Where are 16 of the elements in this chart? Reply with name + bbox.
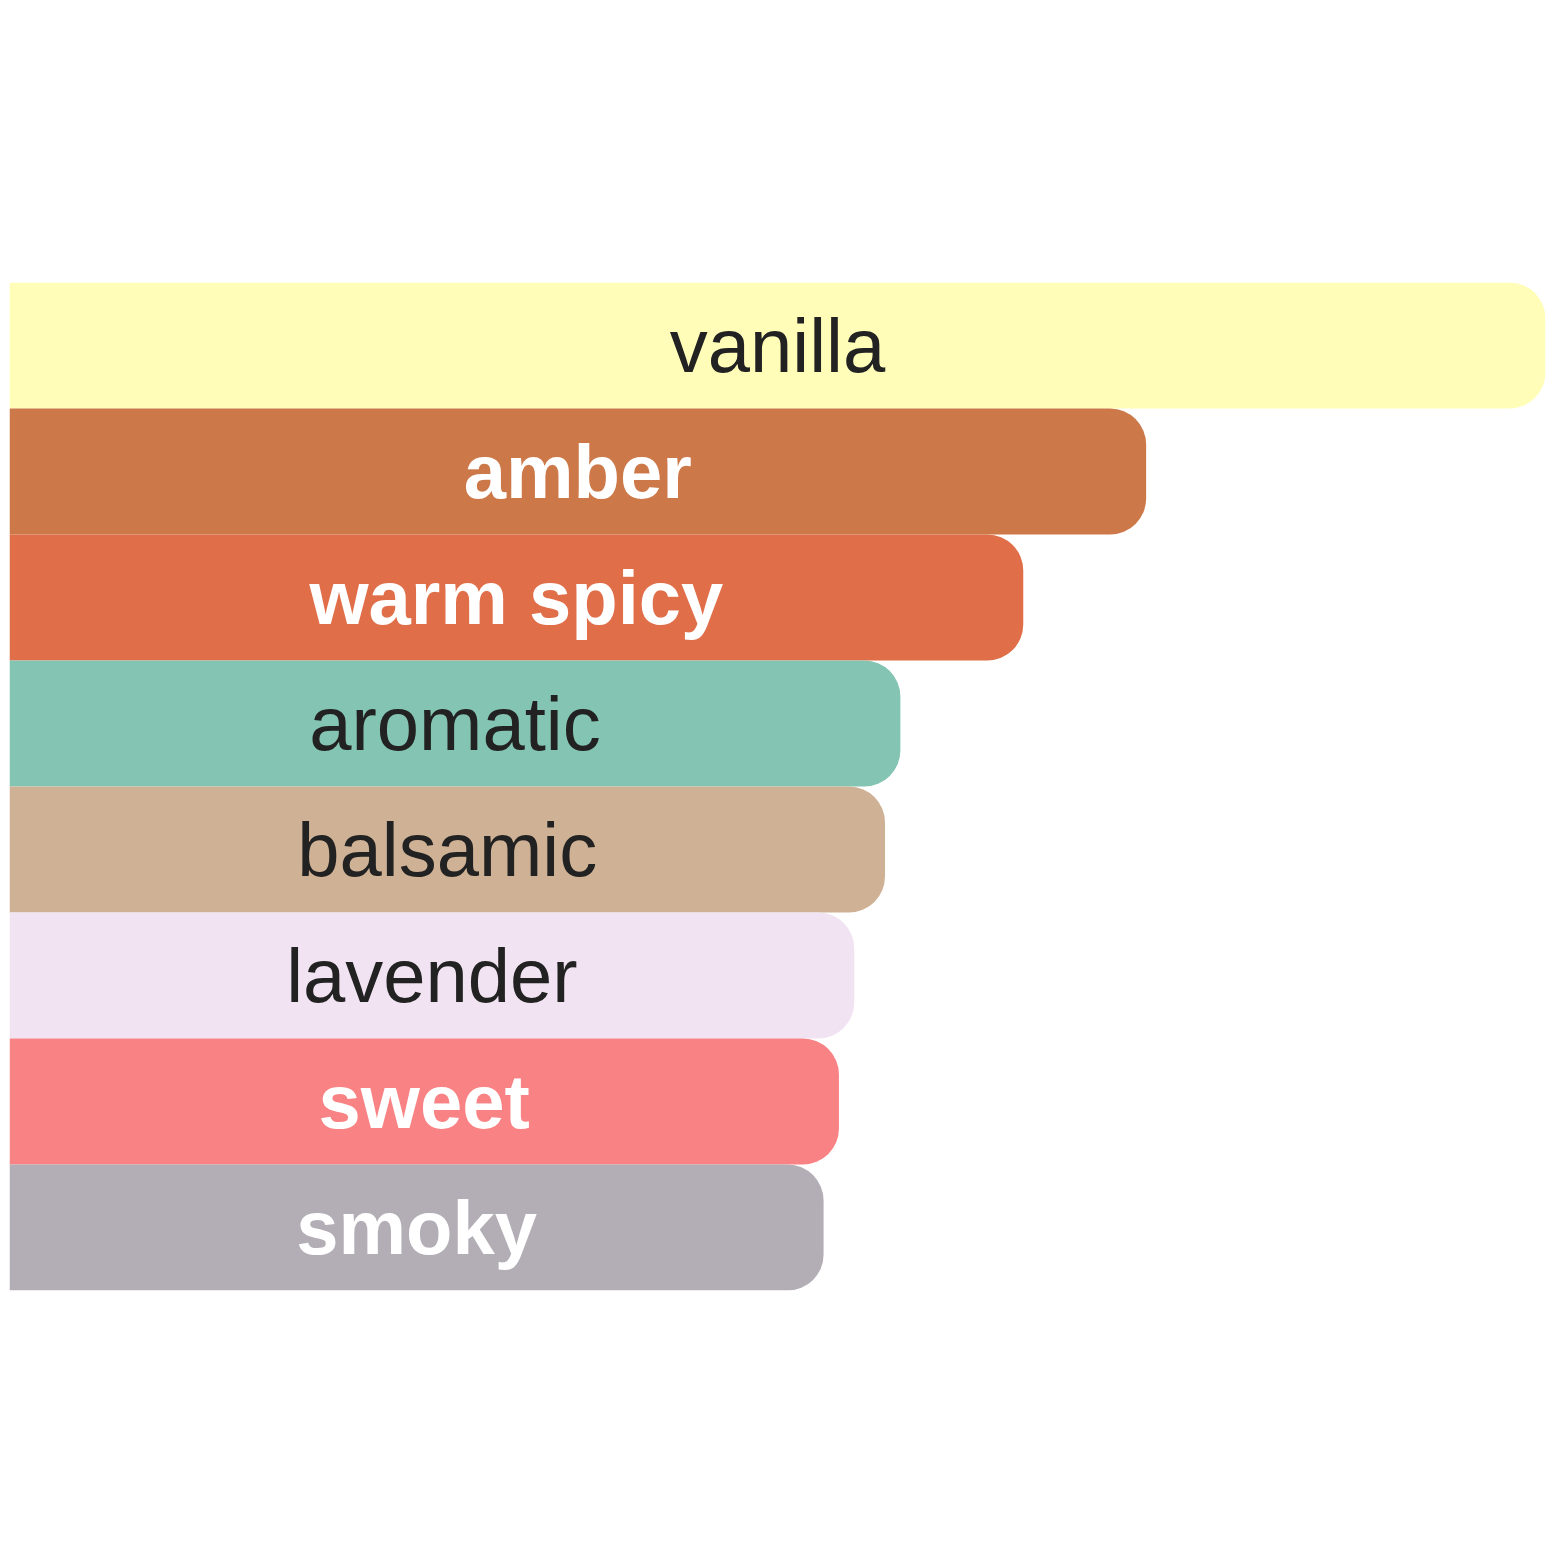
bar [9, 1038, 839, 1165]
bar [9, 912, 855, 1039]
bar [9, 660, 901, 787]
bar [9, 534, 1024, 661]
y-tick-label: amber [463, 429, 692, 514]
bar [9, 408, 1147, 535]
y-tick-label: vanilla [669, 303, 886, 388]
bar [9, 1164, 824, 1291]
y-tick-label: balsamic [297, 807, 598, 892]
y-tick-label: lavender [286, 933, 578, 1018]
y-tick-label: warm spicy [308, 555, 724, 640]
y-tick-label: aromatic [309, 681, 601, 766]
bar [9, 786, 886, 913]
bar [9, 282, 1546, 409]
y-tick-label: sweet [318, 1059, 530, 1144]
y-tick-label: smoky [296, 1185, 537, 1270]
